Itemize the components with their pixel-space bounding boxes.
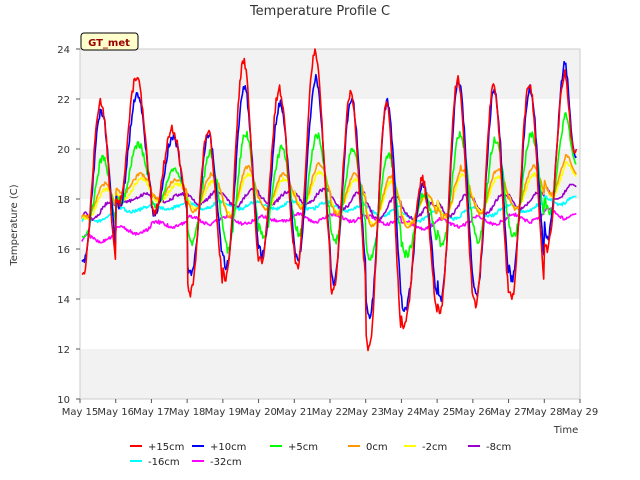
legend-label: -8cm [486,442,511,453]
chart-title: Temperature Profile C [249,4,390,19]
x-axis-label: Time [553,425,578,436]
x-tick-label: May 26 [455,407,492,418]
y-tick-label: 14 [57,295,70,306]
y-tick-label: 10 [57,395,70,406]
x-tick-label: May 23 [347,407,384,418]
y-tick-label: 20 [57,145,70,156]
x-tick-label: May 16 [97,407,134,418]
y-tick-label: 24 [57,45,70,56]
site-badge: GT_met [80,32,139,51]
y-axis-label: Temperature (C) [9,184,20,266]
site-badge-box [80,32,139,51]
grid-band [80,349,580,399]
legend: +15cm +10cm +5cm 0cm -2cm -8cm -16cm -32cm [130,442,511,468]
x-tick-label: May 27 [490,407,527,418]
x-tick-label: May 21 [276,407,313,418]
grid-band [80,49,580,99]
x-tick-label: May 24 [383,407,420,418]
x-tick-label: May 18 [169,407,206,418]
y-tick-label: 12 [57,345,70,356]
series-line-0cm [81,153,577,229]
y-axis-ticks: 10 12 14 16 18 20 22 24 [57,45,80,406]
x-tick-label: May 20 [240,407,277,418]
series-lines [81,48,578,352]
series-line-plus5cm [81,112,577,261]
x-tick-label: May 25 [419,407,456,418]
x-tick-label: May 15 [62,407,99,418]
x-tick-label: May 29 [562,407,599,418]
x-tick-label: May 22 [312,407,349,418]
series-line-minus16cm [81,194,577,224]
y-tick-label: 16 [57,245,70,256]
series-line-plus15cm [81,48,578,352]
legend-label: +10cm [210,442,246,453]
legend-label: 0cm [366,442,388,453]
site-badge-label: GT_met [88,38,130,49]
legend-label: -32cm [210,457,242,468]
legend-label: +15cm [148,442,184,453]
x-tick-label: May 17 [133,407,170,418]
legend-label: +5cm [288,442,318,453]
x-tick-label: May 19 [205,407,242,418]
legend-label: -2cm [422,442,447,453]
legend-label: -16cm [148,457,180,468]
y-tick-label: 18 [57,195,70,206]
x-axis-ticks: May 15 May 16 May 17 May 18 May 19 May 20 May … [62,399,599,418]
x-tick-label: May 28 [526,407,563,418]
y-tick-label: 22 [57,95,70,106]
